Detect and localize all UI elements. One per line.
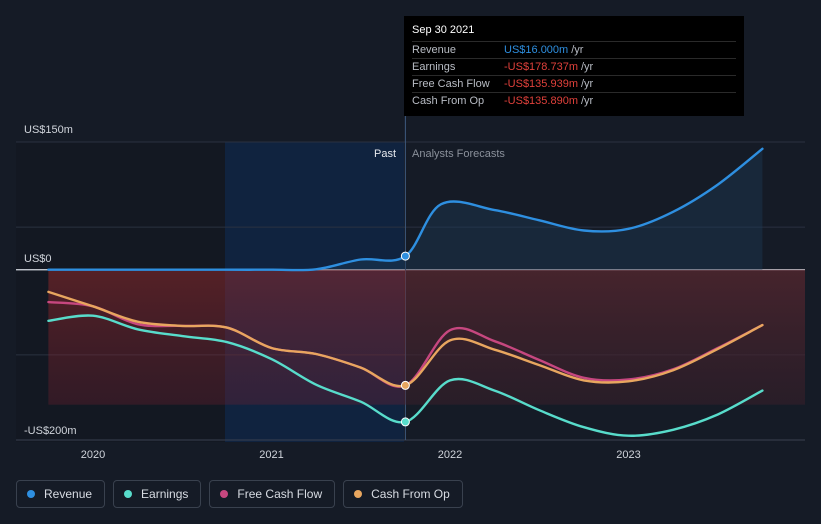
legend-label: Revenue — [44, 487, 93, 501]
x-tick-label: 2023 — [616, 449, 640, 461]
data-point-marker — [400, 251, 410, 261]
tooltip-row-revenue: Revenue US$16.000m /yr — [412, 41, 736, 58]
x-tick-label: 2021 — [259, 449, 283, 461]
forecast-label: Analysts Forecasts — [412, 148, 505, 160]
past-label: Past — [374, 148, 396, 160]
legend-item-cash-from-op[interactable]: Cash From Op — [343, 480, 463, 508]
tooltip-value: -US$135.939m — [504, 78, 578, 90]
tooltip-unit: /yr — [581, 61, 594, 73]
x-tick-label: 2022 — [438, 449, 462, 461]
negative-area-past — [48, 269, 406, 405]
tooltip: Sep 30 2021 Revenue US$16.000m /yr Earni… — [404, 16, 744, 116]
negative-area-forecast — [405, 269, 805, 405]
legend-item-revenue[interactable]: Revenue — [16, 480, 106, 508]
legend: Revenue Earnings Free Cash Flow Cash Fro… — [16, 480, 463, 508]
tooltip-unit: /yr — [571, 44, 584, 56]
tooltip-label: Earnings — [412, 61, 456, 73]
legend-item-free-cash-flow[interactable]: Free Cash Flow — [209, 480, 336, 508]
legend-dot-icon — [220, 490, 229, 498]
tooltip-value: -US$178.737m — [504, 61, 578, 73]
y-tick-label: -US$200m — [24, 425, 77, 437]
revenue-area — [48, 148, 763, 271]
tooltip-row-fcf: Free Cash Flow -US$135.939m /yr — [412, 75, 736, 92]
y-tick-label: US$150m — [24, 124, 73, 136]
tooltip-label: Free Cash Flow — [412, 78, 490, 90]
tooltip-date: Sep 30 2021 — [412, 24, 475, 36]
tooltip-row-cfo: Cash From Op -US$135.890m /yr — [412, 92, 736, 109]
legend-label: Cash From Op — [371, 487, 450, 501]
legend-item-earnings[interactable]: Earnings — [113, 480, 202, 508]
tooltip-value: -US$135.890m — [504, 95, 578, 107]
tooltip-unit: /yr — [581, 95, 594, 107]
tooltip-row-earnings: Earnings -US$178.737m /yr — [412, 58, 736, 75]
x-tick-label: 2020 — [81, 449, 105, 461]
legend-label: Free Cash Flow — [237, 487, 323, 501]
legend-dot-icon — [27, 490, 35, 498]
y-tick-label: US$0 — [24, 253, 52, 265]
data-point-marker — [400, 417, 410, 427]
legend-label: Earnings — [141, 487, 189, 501]
data-point-marker — [400, 380, 410, 390]
tooltip-label: Cash From Op — [412, 95, 485, 107]
legend-dot-icon — [124, 490, 133, 498]
series-line-revenue — [47, 147, 764, 272]
tooltip-unit: /yr — [581, 78, 594, 90]
legend-dot-icon — [354, 490, 363, 498]
tooltip-value: US$16.000m — [504, 44, 569, 56]
tooltip-label: Revenue — [412, 44, 457, 56]
